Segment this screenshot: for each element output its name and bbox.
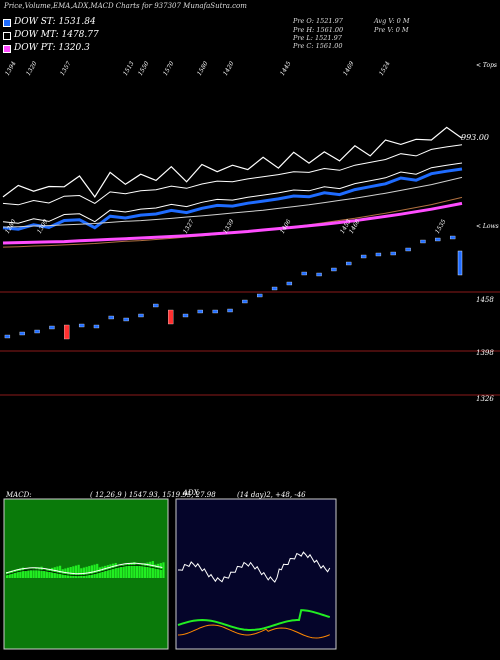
candle-3 <box>49 325 55 330</box>
candle-20 <box>301 271 307 276</box>
candle-5 <box>78 323 85 328</box>
tops-label: < Tops <box>476 62 498 69</box>
ema-short-line <box>2 167 463 231</box>
lows-label: < Lows <box>476 223 499 230</box>
macd-label: MACD: <box>6 491 32 499</box>
legend-label-mt: DOW MT: 1478.77 <box>14 30 99 40</box>
level-label-1326: 1326 <box>476 395 494 403</box>
level-label-1398: 1398 <box>476 349 494 357</box>
candle-21 <box>316 272 322 277</box>
info-pre-volume: Pre V: 0 M <box>374 26 409 34</box>
candle-26 <box>390 251 396 256</box>
ema-short-dotted <box>2 162 463 224</box>
candle-24 <box>360 254 367 259</box>
candle-9 <box>138 313 144 318</box>
candle-last <box>457 250 463 276</box>
legend-swatch-st <box>3 19 11 27</box>
adx-params: (14 day)2, +48, -46 <box>237 491 306 499</box>
candle-10 <box>153 303 159 308</box>
info-pre-close: Pre C: 1561.00 <box>293 42 343 50</box>
legend-label-pt: DOW PT: 1320.3 <box>14 43 90 53</box>
candle-0 <box>4 334 11 339</box>
candle-8 <box>123 317 129 322</box>
candle-7 <box>108 315 114 320</box>
candle-1 <box>19 331 25 336</box>
candle-14 <box>212 309 218 314</box>
candle-19 <box>286 281 293 286</box>
price-close-line <box>2 144 463 206</box>
macd-values: ( 12,26,9 ) 1547.93, 1519.95, 27.98 <box>90 491 216 499</box>
candle-27 <box>405 247 411 252</box>
candle-17 <box>257 293 263 298</box>
info-pre-open: Pre O: 1521.97 <box>293 17 343 25</box>
candle-15 <box>227 308 233 313</box>
current-price-label: 993.00 <box>461 133 489 142</box>
ema-long-line <box>2 201 463 245</box>
header-title: Price,Volume,EMA,ADX,MACD Charts for 937… <box>4 2 247 10</box>
candle-28 <box>420 239 426 244</box>
candle-25 <box>375 252 382 257</box>
candle-6 <box>93 324 100 329</box>
candle-16 <box>242 299 248 304</box>
candle-2 <box>34 329 40 334</box>
info-pre-high: Pre H: 1561.00 <box>293 26 344 34</box>
candle-4 <box>64 324 70 340</box>
legend-swatch-mt <box>3 32 11 40</box>
info-avg-volume: Avg V: 0 M <box>374 17 410 25</box>
legend-swatch-pt <box>3 45 11 53</box>
ema-mid-line <box>2 176 463 228</box>
candle-22 <box>331 267 337 272</box>
candle-18 <box>271 286 278 291</box>
price-high-line <box>2 126 463 198</box>
candle-23 <box>346 261 352 266</box>
macd-values-extra: ADX <box>183 489 199 497</box>
candle-29 <box>435 237 441 242</box>
candle-13 <box>197 309 203 314</box>
candle-12 <box>182 313 189 318</box>
info-pre-low: Pre L: 1521.97 <box>293 34 342 42</box>
candle-11 <box>168 309 174 325</box>
level-label-1458: 1458 <box>476 296 494 304</box>
legend-label-st: DOW ST: 1531.84 <box>14 17 96 27</box>
candle-30 <box>449 235 456 240</box>
